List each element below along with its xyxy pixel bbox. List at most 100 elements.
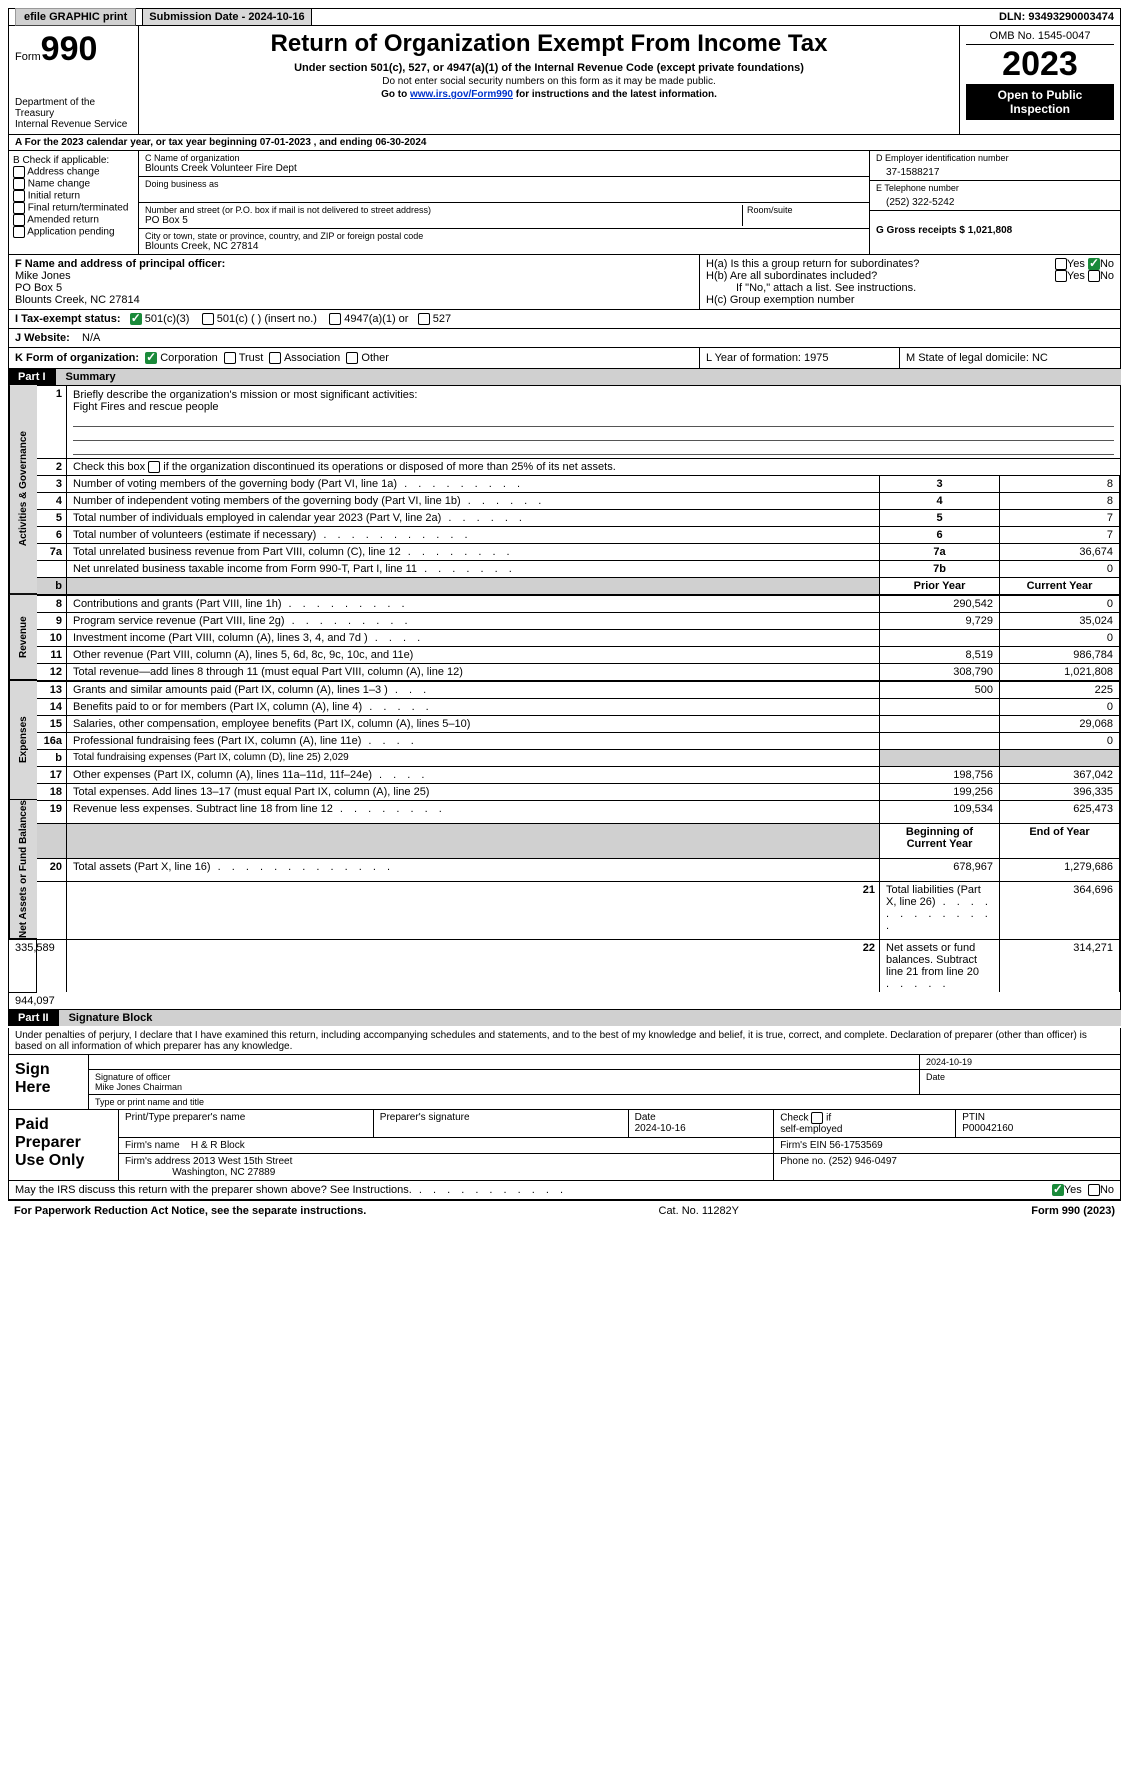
i-527[interactable] [418,313,430,325]
j-label: J Website: [15,332,70,344]
l21-begin: 364,696 [1000,881,1120,940]
l10-desc: Investment income (Part VIII, column (A)… [73,632,368,644]
firm-name: Firm's name H & R Block [119,1138,774,1153]
ssn-note: Do not enter social security numbers on … [145,76,953,87]
discuss-yes[interactable] [1052,1184,1064,1196]
efile-print-button[interactable]: efile GRAPHIC print [9,9,143,25]
section-h: H(a) Is this a group return for subordin… [700,255,1120,309]
b-item[interactable]: Final return/terminated [13,202,134,214]
discuss-no[interactable] [1088,1184,1100,1196]
l16b-curr [1000,749,1120,766]
signature-block: Under penalties of perjury, I declare th… [8,1028,1121,1110]
k-trust[interactable] [224,352,236,364]
q1-text: Fight Fires and rescue people [73,401,219,413]
pra-notice: For Paperwork Reduction Act Notice, see … [14,1205,366,1217]
dba-label: Doing business as [145,179,863,189]
part1-title: Summary [56,369,1121,385]
ein: 37-1588217 [876,163,1114,178]
officer-addr2: Blounts Creek, NC 27814 [15,294,140,306]
l21-end: 335,589 [9,939,37,992]
k-corp[interactable] [145,352,157,364]
l15-prior [880,715,1000,732]
type-label: Type or print name and title [89,1095,1120,1109]
f-label: F Name and address of principal officer: [15,258,225,270]
row-fh: F Name and address of principal officer:… [8,255,1121,310]
block-bcdeg: B Check if applicable: Address change Na… [8,151,1121,255]
l20-begin: 678,967 [880,858,1000,881]
l13-prior: 500 [880,681,1000,698]
hb-yes[interactable] [1055,270,1067,282]
b-item[interactable]: Address change [13,166,134,178]
l16b-desc: Total fundraising expenses (Part IX, col… [73,752,349,763]
self-emp-checkbox[interactable] [811,1112,823,1124]
irs-link[interactable]: www.irs.gov/Form990 [410,89,513,100]
dln: DLN: 93493290003474 [993,9,1120,25]
l16a-desc: Professional fundraising fees (Part IX, … [73,735,361,747]
officer-sig-cell [89,1055,920,1069]
website: N/A [82,332,100,344]
irs-discuss: May the IRS discuss this return with the… [8,1181,1121,1200]
firm-phone: Phone no. (252) 946-0497 [774,1154,1120,1180]
i-4947[interactable] [329,313,341,325]
form-number: 990 [41,30,98,68]
cat-no: Cat. No. 11282Y [659,1205,740,1217]
ha-label: H(a) Is this a group return for subordin… [706,258,1055,270]
l17-curr: 367,042 [1000,766,1120,783]
ha-no[interactable] [1088,258,1100,270]
l14-prior [880,698,1000,715]
l16a-prior [880,732,1000,749]
k-assoc[interactable] [269,352,281,364]
date-label: Date [920,1070,1120,1094]
l8-desc: Contributions and grants (Part VIII, lin… [73,598,282,610]
hb-no[interactable] [1088,270,1100,282]
l16b-prior [880,749,1000,766]
year-formation: L Year of formation: 1975 [700,348,900,368]
declaration: Under penalties of perjury, I declare th… [9,1028,1120,1055]
c-name-label: C Name of organization [145,153,863,163]
l10-curr: 0 [1000,629,1120,646]
l4-val: 8 [1000,492,1120,509]
row-klm: K Form of organization: Corporation Trus… [8,348,1121,369]
b-item[interactable]: Amended return [13,214,134,226]
omb: OMB No. 1545-0047 [966,30,1114,45]
i-501c3[interactable] [130,313,142,325]
b-item[interactable]: Application pending [13,226,134,238]
phone: (252) 322-5242 [876,193,1114,208]
i-label: I Tax-exempt status: [15,313,121,325]
l19-prior: 109,534 [880,800,1000,823]
l5-val: 7 [1000,509,1120,526]
part2-tab: Part II [8,1010,59,1026]
l7b-desc: Net unrelated business taxable income fr… [73,563,417,575]
l13-curr: 225 [1000,681,1120,698]
b-item[interactable]: Initial return [13,190,134,202]
l20-desc: Total assets (Part X, line 16) [73,861,211,873]
k-other[interactable] [346,352,358,364]
row-a: A For the 2023 calendar year, or tax yea… [8,135,1121,151]
goto-note: Go to www.irs.gov/Form990 for instructio… [145,89,953,100]
dept-label: Department of the Treasury Internal Reve… [15,97,132,130]
l22-desc: Net assets or fund balances. Subtract li… [886,942,979,978]
l22-begin: 314,271 [1000,939,1120,992]
preparer-label: Paid Preparer Use Only [9,1110,119,1180]
l15-desc: Salaries, other compensation, employee b… [73,718,470,730]
l17-prior: 198,756 [880,766,1000,783]
row-j: J Website: N/A [8,329,1121,348]
l7a-desc: Total unrelated business revenue from Pa… [73,546,401,558]
section-b: B Check if applicable: Address change Na… [9,151,139,254]
i-501c[interactable] [202,313,214,325]
gross-receipts: G Gross receipts $ 1,021,808 [876,225,1012,236]
ha-yes[interactable] [1055,258,1067,270]
q2-checkbox[interactable] [148,461,160,473]
l18-desc: Total expenses. Add lines 13–17 (must eq… [73,786,429,798]
header: Form990 Department of the Treasury Inter… [8,26,1121,135]
l18-curr: 396,335 [1000,783,1120,800]
officer-addr1: PO Box 5 [15,282,62,294]
section-f: F Name and address of principal officer:… [9,255,700,309]
section-k: K Form of organization: Corporation Trus… [9,348,700,368]
b-item[interactable]: Name change [13,178,134,190]
topbar: efile GRAPHIC print Submission Date - 20… [8,8,1121,26]
l13-desc: Grants and similar amounts paid (Part IX… [73,684,388,696]
section-deg: D Employer identification number 37-1588… [870,151,1120,254]
open-to-public: Open to Public Inspection [966,84,1114,120]
tax-year: 2023 [966,45,1114,84]
